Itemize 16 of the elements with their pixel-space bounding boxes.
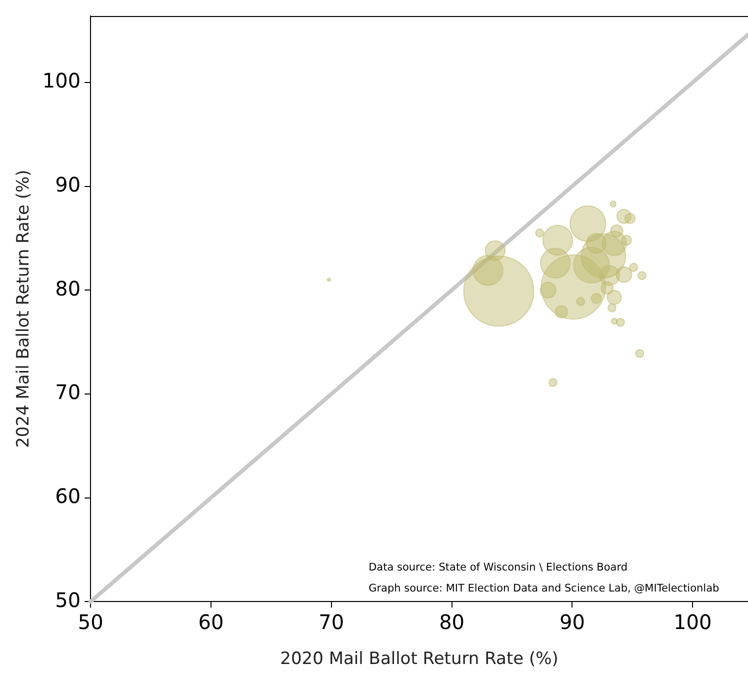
y-tick-label: 100 xyxy=(42,68,81,93)
y-tick-label: 70 xyxy=(55,380,81,404)
y-tick-label: 60 xyxy=(55,484,81,508)
x-tick-label: 80 xyxy=(439,610,465,634)
y-tick-label: 50 xyxy=(55,588,81,612)
y-tick-label: 90 xyxy=(55,172,81,196)
annotation: Graph source: MIT Election Data and Science Lab, @MITelectionlab xyxy=(368,582,720,594)
x-axis-title: 2020 Mail Ballot Return Rate (%) xyxy=(280,649,558,670)
x-tick-label: 100 xyxy=(674,610,712,634)
annotation: Data source: State of Wisconsin \ Elections Board xyxy=(368,561,628,574)
x-tick-label: 60 xyxy=(198,610,224,634)
y-axis-title: 2024 Mail Ballot Return Rate (%) xyxy=(14,170,34,448)
x-tick-label: 90 xyxy=(559,610,585,634)
x-tick-label: 70 xyxy=(318,610,344,634)
x-tick-label: 50 xyxy=(78,610,104,634)
y-tick-label: 80 xyxy=(55,276,81,300)
